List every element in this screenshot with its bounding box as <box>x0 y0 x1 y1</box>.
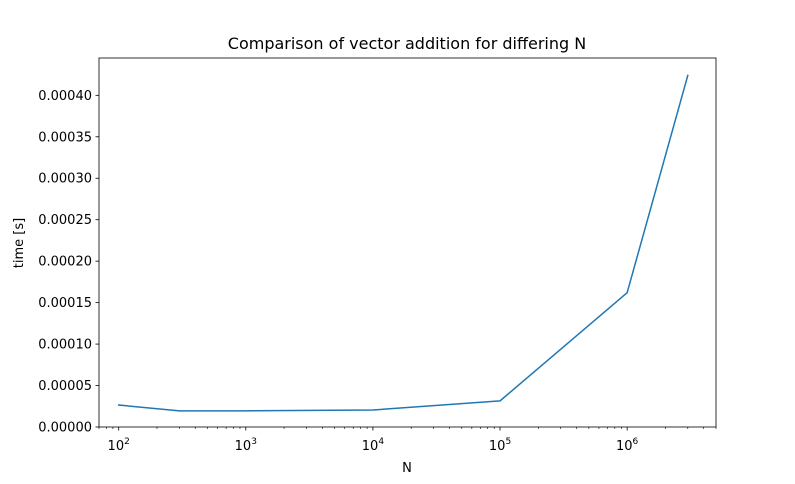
plot-area: 0.00000 0.00005 0.00010 0.00015 0.00020 0.000… <box>38 57 717 454</box>
series-line-0 <box>117 74 689 412</box>
x-tick-label: 104 <box>362 437 385 454</box>
chart-title: Comparison of vector addition for differ… <box>228 34 586 53</box>
y-tick-label: 0.00040 <box>38 89 92 104</box>
x-tick-label: 102 <box>108 437 130 454</box>
y-axis-label: time [s] <box>12 218 27 268</box>
axes-frame <box>98 57 717 428</box>
y-tick-label: 0.00030 <box>38 172 92 187</box>
y-tick-label: 0.00005 <box>38 379 92 394</box>
y-tick-label: 0.00020 <box>38 255 92 270</box>
y-tick-label: 0.00035 <box>38 130 92 145</box>
x-tick-label: 103 <box>235 437 257 454</box>
y-tick-label: 0.00010 <box>38 338 92 353</box>
x-tick-label: 105 <box>489 437 511 454</box>
y-tick-label: 0.00015 <box>38 296 92 311</box>
x-tick-label: 106 <box>616 437 639 454</box>
x-axis-label: N <box>402 461 412 476</box>
y-tick-label: 0.00000 <box>38 421 92 436</box>
y-tick-label: 0.00025 <box>38 213 92 228</box>
